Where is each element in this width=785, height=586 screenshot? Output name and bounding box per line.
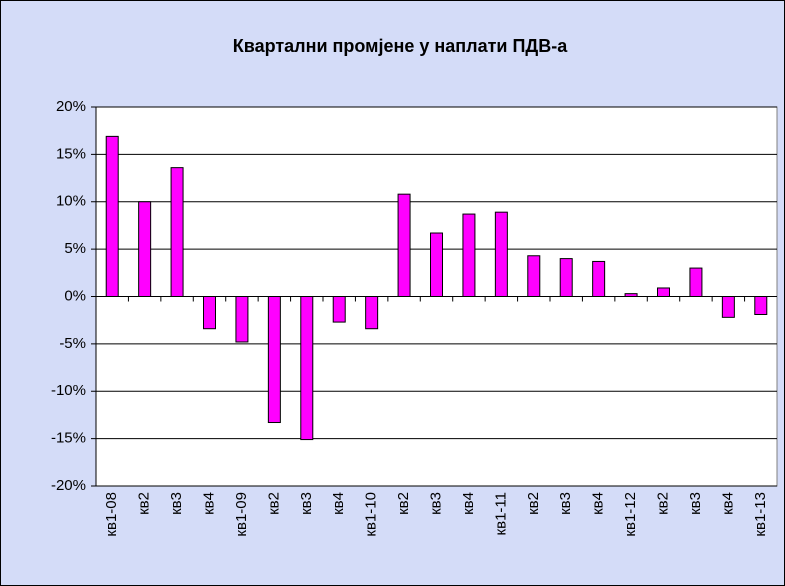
bar — [138, 201, 152, 297]
bar — [430, 232, 443, 297]
bar — [657, 287, 670, 298]
bar — [559, 258, 573, 298]
bar — [689, 267, 703, 298]
x-tick-label: кв2 — [136, 492, 153, 515]
x-tick-label: кв4 — [460, 492, 477, 515]
bar — [105, 135, 119, 297]
bar — [203, 296, 216, 330]
y-tick-label: 0% — [64, 287, 86, 304]
x-tick-label: кв1-12 — [622, 492, 639, 537]
x-tick-label: кв2 — [525, 492, 542, 515]
y-tick-label: 5% — [64, 240, 86, 257]
bar — [332, 296, 346, 323]
x-tick-label: кв1-10 — [363, 492, 380, 537]
bar — [462, 213, 476, 298]
x-tick-label: кв4 — [590, 492, 607, 515]
y-tick-label: 15% — [56, 145, 86, 162]
bar — [754, 296, 768, 316]
bar — [235, 296, 249, 343]
y-tick-label: -20% — [51, 477, 86, 494]
bar — [721, 296, 735, 318]
y-tick-label: -5% — [59, 335, 86, 352]
x-tick-label: кв1-08 — [103, 492, 120, 537]
bar — [300, 296, 314, 441]
y-tick-label: -15% — [51, 430, 86, 447]
x-tick-label: кв2 — [265, 492, 282, 515]
x-tick-label: кв3 — [168, 492, 185, 515]
chart-title: Квартални промјене у наплати ПДВ-а — [233, 36, 568, 56]
bar — [365, 296, 379, 330]
x-tick-label: кв3 — [557, 492, 574, 515]
bar — [494, 211, 508, 297]
x-tick-label: кв1-13 — [752, 492, 769, 537]
bar — [267, 296, 281, 424]
x-tick-label: кв4 — [330, 492, 347, 515]
y-tick-label: 10% — [56, 193, 86, 210]
bar — [527, 255, 541, 298]
x-tick-label: кв4 — [200, 492, 217, 515]
x-tick-label: кв2 — [395, 492, 412, 515]
x-tick-label: кв1-11 — [492, 492, 509, 535]
x-tick-label: кв3 — [427, 492, 444, 515]
bar — [170, 167, 184, 297]
y-tick-label: 20% — [56, 98, 86, 115]
x-tick-label: кв1-09 — [233, 492, 250, 537]
y-tick-label: -10% — [51, 382, 86, 399]
bar — [624, 293, 638, 298]
bar — [397, 193, 411, 297]
x-tick-label: кв3 — [298, 492, 315, 515]
x-tick-label: кв4 — [719, 492, 736, 515]
bar — [592, 260, 606, 298]
x-tick-label: кв3 — [687, 492, 704, 515]
x-tick-label: кв2 — [654, 492, 671, 515]
